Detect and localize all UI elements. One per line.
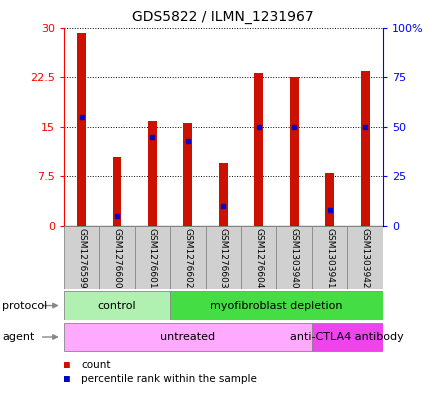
Text: GSM1276600: GSM1276600 [113, 228, 121, 288]
Bar [325, 173, 334, 226]
Text: ■: ■ [64, 374, 70, 384]
Bar [205, 226, 241, 289]
Title: GDS5822 / ILMN_1231967: GDS5822 / ILMN_1231967 [132, 10, 314, 24]
Bar [254, 73, 263, 226]
Bar [219, 163, 228, 226]
Bar [347, 226, 383, 289]
Text: GSM1276601: GSM1276601 [148, 228, 157, 288]
Bar [290, 77, 299, 226]
Bar [276, 226, 312, 289]
Bar [312, 323, 383, 351]
Bar [312, 226, 347, 289]
Text: GSM1276603: GSM1276603 [219, 228, 228, 288]
Bar [64, 226, 99, 289]
Bar [135, 226, 170, 289]
Bar [113, 156, 121, 226]
Bar [170, 292, 383, 320]
Text: GSM1303940: GSM1303940 [290, 228, 299, 288]
Bar [64, 323, 312, 351]
Text: ■: ■ [64, 360, 70, 371]
Text: protocol: protocol [2, 301, 48, 310]
Bar [77, 33, 86, 226]
Bar [361, 70, 370, 226]
Text: anti-CTLA4 antibody: anti-CTLA4 antibody [290, 332, 404, 342]
Text: control: control [98, 301, 136, 310]
Bar [241, 226, 276, 289]
Bar [148, 121, 157, 226]
Bar [64, 292, 170, 320]
Text: myofibroblast depletion: myofibroblast depletion [210, 301, 343, 310]
Text: percentile rank within the sample: percentile rank within the sample [81, 374, 257, 384]
Text: count: count [81, 360, 111, 371]
Text: GSM1303942: GSM1303942 [360, 228, 370, 288]
Text: GSM1303941: GSM1303941 [325, 228, 334, 288]
Bar [99, 226, 135, 289]
Text: untreated: untreated [160, 332, 216, 342]
Text: GSM1276604: GSM1276604 [254, 228, 263, 288]
Bar [183, 123, 192, 226]
Text: GSM1276602: GSM1276602 [183, 228, 192, 288]
Text: agent: agent [2, 332, 35, 342]
Text: GSM1276599: GSM1276599 [77, 228, 86, 288]
Bar [170, 226, 205, 289]
